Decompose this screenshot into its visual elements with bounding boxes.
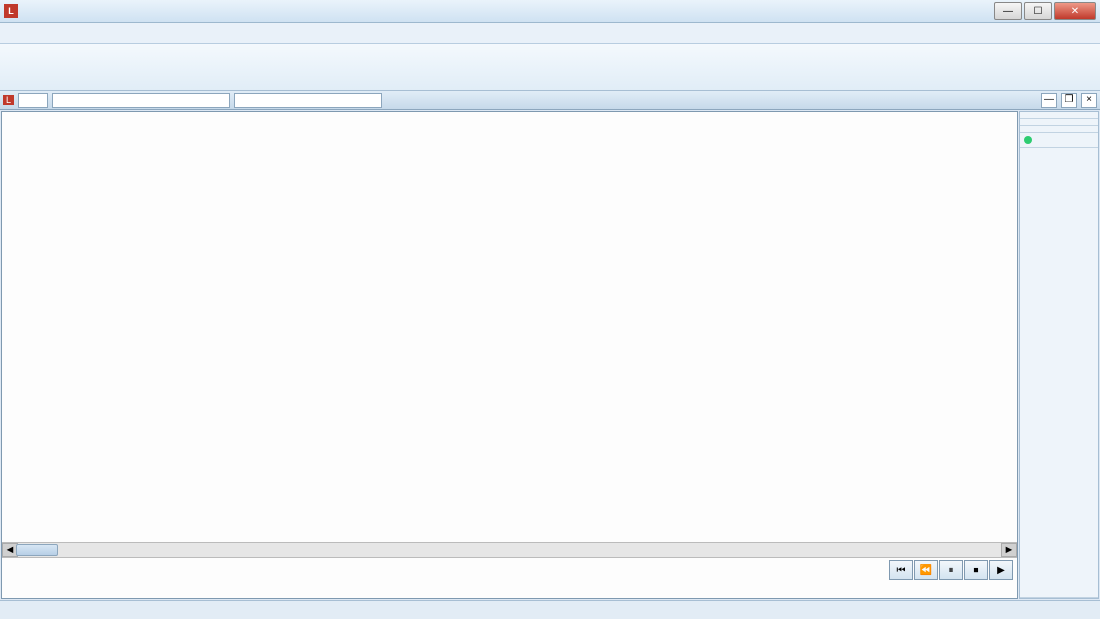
- scroll-thumb[interactable]: [16, 544, 58, 556]
- rewind-button[interactable]: ⏮: [889, 560, 913, 580]
- maximize-button[interactable]: ☐: [1024, 2, 1052, 20]
- scroll-right-button[interactable]: ►: [1001, 543, 1017, 557]
- menu-bar: [0, 23, 1100, 44]
- play-button[interactable]: ▶: [989, 560, 1013, 580]
- polygraph-svg: [2, 112, 302, 262]
- chart-minimize-button[interactable]: —: [1041, 93, 1057, 108]
- chart-close-button[interactable]: ×: [1081, 93, 1097, 108]
- chart-header-bar: L — ❐ ×: [0, 91, 1100, 110]
- info-sidepanel: [1019, 111, 1099, 599]
- playback-controls: ⏮ ⏪ ⏸ ⏹ ▶: [889, 560, 1013, 580]
- chart-restore-button[interactable]: ❐: [1061, 93, 1077, 108]
- title-bar: L — ☐ ✕: [0, 0, 1100, 23]
- pause-button[interactable]: ⏸: [939, 560, 963, 580]
- chart-index-field[interactable]: [18, 93, 48, 108]
- record-indicator-icon: [1024, 136, 1032, 144]
- close-button[interactable]: ✕: [1054, 2, 1096, 20]
- chart-area[interactable]: ◄ ► ⏮ ⏪ ⏸ ⏹ ▶: [1, 111, 1018, 599]
- status-bar: [0, 600, 1100, 619]
- stop-button[interactable]: ⏹: [964, 560, 988, 580]
- app-icon: L: [4, 4, 18, 18]
- horizontal-scrollbar[interactable]: ◄ ►: [2, 542, 1017, 558]
- question-marker-row: [2, 508, 995, 526]
- toolbar: [0, 44, 1100, 91]
- chart-chip-icon: L: [3, 95, 14, 105]
- minimize-button[interactable]: —: [994, 2, 1022, 20]
- back-button[interactable]: ⏪: [914, 560, 938, 580]
- series-name-field[interactable]: [52, 93, 230, 108]
- series-extra-field[interactable]: [234, 93, 382, 108]
